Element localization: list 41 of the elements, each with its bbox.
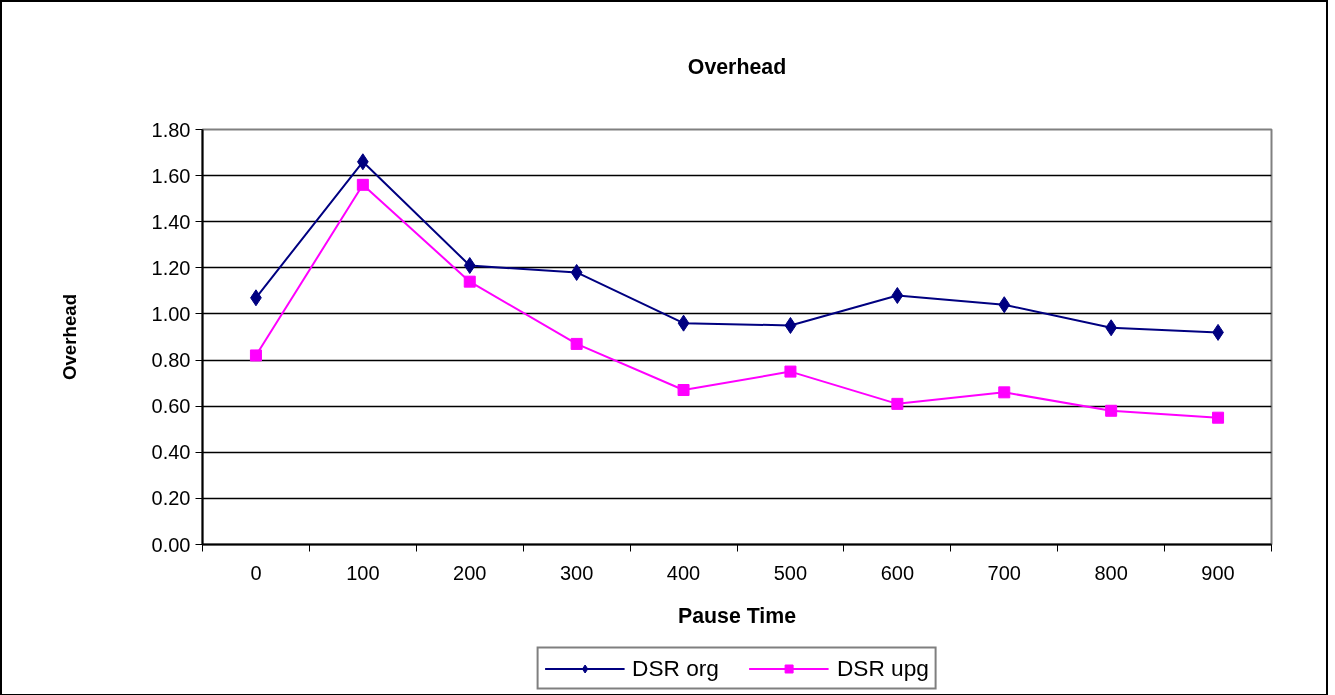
x-tick-label: 200: [453, 561, 487, 584]
point: [249, 349, 262, 362]
y-tick-label: 0.00: [151, 533, 191, 556]
y-tick-label: 1.00: [151, 302, 191, 325]
x-tick-label: 100: [346, 561, 380, 584]
y-tick-label: 0.60: [151, 395, 191, 418]
x-tick-label: 900: [1201, 561, 1235, 584]
y-tick-label: 1.40: [151, 210, 191, 233]
point: [1212, 411, 1225, 424]
x-tick-label: 600: [880, 561, 915, 584]
point: [570, 263, 583, 281]
point: [784, 365, 797, 378]
legend-label: DSR org: [632, 654, 719, 682]
point: [1105, 404, 1118, 417]
y-tick-label: 0.80: [151, 349, 191, 372]
y-tick-label: 1.80: [151, 118, 191, 141]
y-tick-label: 0.20: [151, 487, 191, 510]
point: [677, 314, 690, 332]
point: [356, 178, 369, 191]
y-tick-label: 1.20: [151, 256, 191, 279]
point: [570, 337, 583, 350]
x-tick-label: 500: [773, 561, 808, 584]
point: [784, 316, 797, 334]
x-axis-title: Pause Time: [677, 603, 797, 628]
point: [891, 287, 904, 304]
x-tick-label: 400: [666, 561, 701, 584]
x-tick-label: 0: [250, 561, 262, 584]
point: [998, 296, 1011, 314]
y-tick-label: 1.60: [151, 164, 191, 187]
x-tick-label: 800: [1094, 561, 1128, 584]
x-tick-label: 700: [987, 561, 1021, 584]
chart-title: Overhead: [687, 55, 787, 79]
y-axis-title: Overhead: [58, 293, 80, 381]
point: [677, 384, 690, 397]
point: [463, 275, 476, 288]
x-tick-label: 300: [559, 561, 594, 584]
point: [463, 257, 476, 275]
y-tick-label: 0.40: [151, 441, 191, 464]
point: [998, 386, 1011, 399]
legend-label: DSR upg: [836, 654, 929, 682]
point: [891, 397, 904, 410]
